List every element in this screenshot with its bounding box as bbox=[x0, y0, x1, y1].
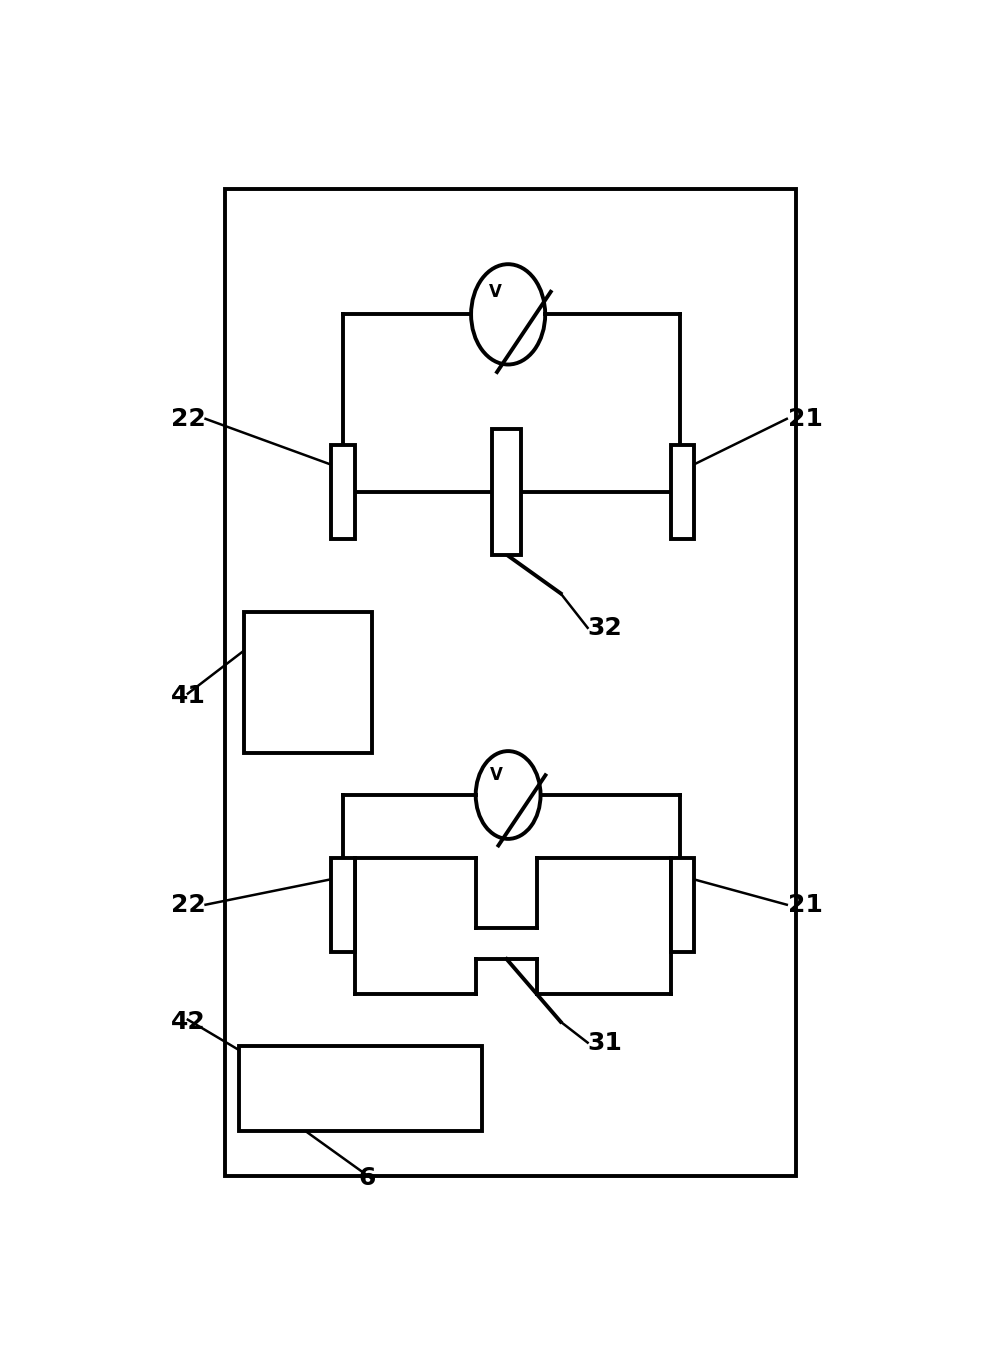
Bar bbox=[492, 429, 521, 555]
Text: 21: 21 bbox=[789, 893, 824, 917]
Bar bbox=[225, 189, 796, 1177]
Text: 32: 32 bbox=[588, 616, 622, 639]
Text: 21: 21 bbox=[789, 407, 824, 430]
Text: 22: 22 bbox=[171, 407, 205, 430]
Text: 31: 31 bbox=[588, 1030, 622, 1054]
Text: 41: 41 bbox=[171, 684, 206, 708]
Bar bbox=[332, 445, 355, 539]
Text: V: V bbox=[489, 282, 502, 301]
Bar bbox=[671, 445, 694, 539]
Bar bbox=[244, 612, 372, 753]
Text: 22: 22 bbox=[171, 893, 205, 917]
Text: 42: 42 bbox=[171, 1010, 205, 1034]
Text: V: V bbox=[490, 767, 503, 784]
Text: 6: 6 bbox=[359, 1167, 376, 1190]
Bar bbox=[671, 858, 694, 951]
Bar bbox=[332, 858, 355, 951]
Bar bbox=[239, 1046, 482, 1132]
